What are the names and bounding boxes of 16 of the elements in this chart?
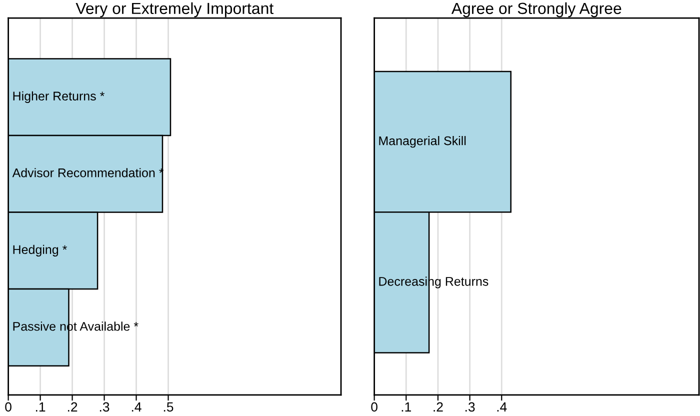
x-tick-label: .2: [68, 402, 78, 412]
x-tick-label: .4: [497, 402, 507, 412]
x-tick-label: 0: [5, 402, 12, 412]
x-tick-label: .4: [132, 402, 142, 412]
x-tick-label: .1: [36, 402, 46, 412]
x-tick-label: .2: [434, 402, 443, 412]
x-tick-label: 0: [371, 402, 378, 412]
chart-title: Very or Extremely Important: [76, 2, 274, 18]
chart-title: Agree or Strongly Agree: [451, 2, 622, 18]
y-tick-label: Managerial Skill: [379, 136, 466, 148]
y-tick-label: Hedging *: [13, 244, 67, 257]
x-tick-label: .3: [466, 402, 475, 412]
x-tick-label: .1: [402, 402, 411, 412]
x-tick-label: .5: [164, 402, 174, 412]
y-tick-label: Higher Returns *: [13, 91, 104, 103]
x-tick-label: .3: [100, 402, 110, 412]
